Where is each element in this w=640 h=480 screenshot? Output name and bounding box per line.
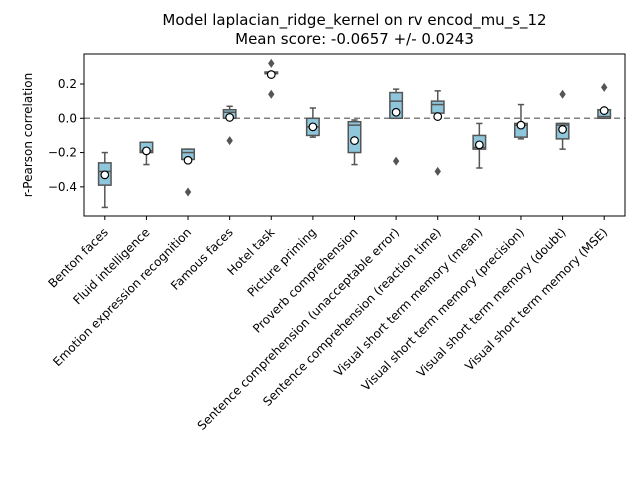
box-3: [181, 148, 196, 197]
plot-area: [83, 53, 626, 217]
x-tick-label: Visual short term memory (doubt): [414, 225, 569, 380]
mean-marker: [266, 70, 276, 79]
mean-marker: [142, 146, 151, 156]
box-4: [222, 105, 237, 146]
y-tick-label: −0.2: [48, 146, 77, 160]
box-12: [555, 89, 570, 150]
box-6: [305, 107, 320, 138]
mean-marker: [183, 155, 193, 165]
outlier-point: [268, 58, 275, 68]
mean-marker: [516, 120, 526, 130]
outlier-point: [600, 82, 608, 92]
x-tick-label: Fluid intelligence: [70, 225, 152, 307]
box-7: [347, 119, 362, 166]
mean-marker: [225, 113, 235, 122]
mean-marker: [433, 112, 443, 121]
outlier-point: [226, 136, 233, 146]
box-11: [513, 103, 528, 140]
x-tick-label: Visual short term memory (mean): [331, 225, 485, 379]
chart-subtitle: Mean score: -0.0657 +/- 0.0243: [235, 30, 474, 48]
y-tick-label: 0.0: [58, 111, 77, 125]
y-tick-label: 0.2: [58, 77, 77, 91]
outlier-point: [434, 166, 441, 176]
y-tick-label: −0.4: [48, 180, 77, 194]
box-1: [97, 151, 112, 209]
mean-marker: [100, 170, 110, 180]
chart-title: Model laplacian_ridge_kernel on rv encod…: [162, 11, 547, 29]
box-2: [139, 141, 154, 166]
outlier-point: [268, 89, 275, 99]
box-13: [597, 82, 612, 120]
outlier-point: [559, 89, 566, 99]
box-8: [389, 88, 404, 166]
mean-marker: [599, 106, 609, 115]
mean-marker: [391, 107, 401, 117]
box-9: [430, 90, 445, 176]
y-axis-label: r-Pearson correlation: [21, 73, 35, 197]
mean-marker: [308, 122, 318, 132]
box-10: [472, 122, 487, 169]
box-5: [264, 58, 279, 99]
mean-marker: [558, 125, 567, 134]
y-axis: −0.4 −0.2 0.0 0.2: [48, 77, 84, 194]
box-iqr: [430, 100, 445, 114]
mean-marker: [474, 140, 484, 150]
outlier-point: [392, 156, 400, 166]
mean-marker: [350, 136, 359, 145]
outlier-point: [184, 187, 192, 197]
